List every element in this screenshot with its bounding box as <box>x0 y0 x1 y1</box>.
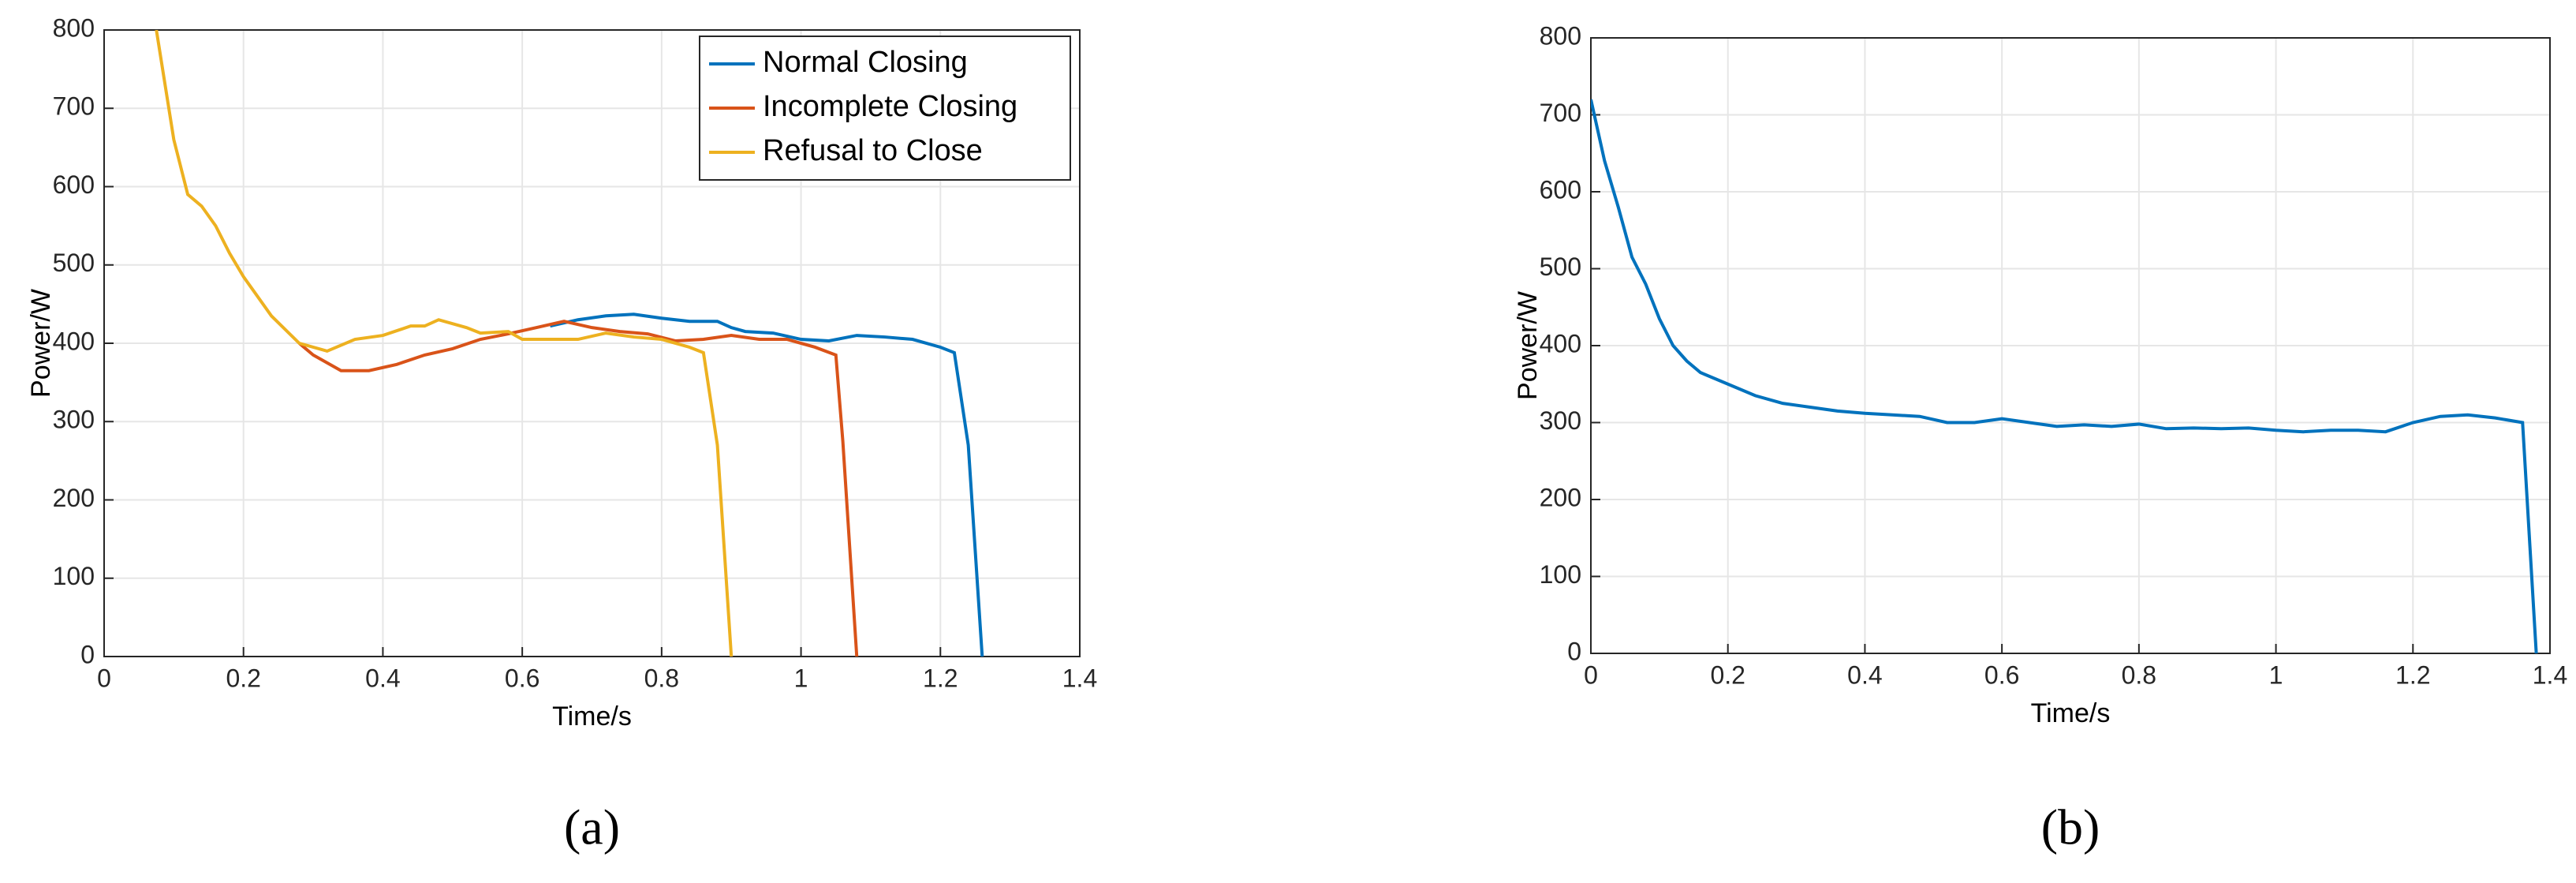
x-tick-label: 0.6 <box>1984 660 2019 689</box>
y-tick-label: 600 <box>1540 175 1581 204</box>
y-tick-label: 0 <box>1567 637 1581 665</box>
x-tick-label: 0.4 <box>365 664 400 692</box>
x-tick-label: 0.2 <box>1710 660 1745 689</box>
x-axis-title: Time/s <box>552 702 632 731</box>
panel-label: (a) <box>564 799 620 855</box>
y-tick-label: 800 <box>53 13 95 42</box>
y-tick-label: 400 <box>1540 329 1581 357</box>
x-tick-label: 0.4 <box>1847 660 1882 689</box>
x-tick-label: 0.2 <box>226 664 260 692</box>
y-tick-label: 700 <box>1540 99 1581 127</box>
x-axis-title: Time/s <box>2031 698 2111 728</box>
x-tick-label: 1.4 <box>1062 664 1097 692</box>
y-axis-title: Power/W <box>1513 291 1543 400</box>
x-tick-label: 0.8 <box>2122 660 2156 689</box>
data-line <box>1591 99 2538 653</box>
data-line <box>298 320 859 657</box>
y-tick-label: 300 <box>1540 406 1581 435</box>
x-tick-label: 0.8 <box>644 664 679 692</box>
legend-label: Normal Closing <box>763 46 968 79</box>
y-tick-label: 200 <box>53 484 95 512</box>
y-axis-title: Power/W <box>26 289 56 398</box>
legend-label: Refusal to Close <box>763 134 983 167</box>
x-tick-label: 1.2 <box>923 664 958 692</box>
legend-box <box>699 36 1071 181</box>
axes-box <box>103 29 1081 657</box>
x-tick-label: 1.2 <box>2395 660 2430 689</box>
x-tick-label: 1 <box>2269 660 2283 689</box>
data-line <box>155 30 734 657</box>
axes-box <box>1590 37 2551 654</box>
x-tick-label: 0.6 <box>505 664 539 692</box>
legend-label: Incomplete Closing <box>763 90 1017 123</box>
y-tick-label: 100 <box>1540 560 1581 589</box>
y-tick-label: 400 <box>53 327 95 355</box>
x-tick-label: 1 <box>794 664 808 692</box>
y-tick-label: 700 <box>53 92 95 121</box>
y-tick-label: 500 <box>1540 253 1581 281</box>
x-tick-label: 0 <box>1584 660 1598 689</box>
x-tick-label: 1.4 <box>2533 660 2567 689</box>
y-tick-label: 0 <box>80 640 95 668</box>
x-tick-label: 0 <box>97 664 111 692</box>
y-tick-label: 200 <box>1540 483 1581 511</box>
y-tick-label: 800 <box>1540 21 1581 50</box>
data-line <box>550 312 984 657</box>
y-tick-label: 100 <box>53 562 95 590</box>
y-tick-label: 500 <box>53 249 95 277</box>
panel-label: (b) <box>2041 799 2100 855</box>
y-tick-label: 600 <box>53 170 95 199</box>
y-tick-label: 300 <box>53 406 95 434</box>
